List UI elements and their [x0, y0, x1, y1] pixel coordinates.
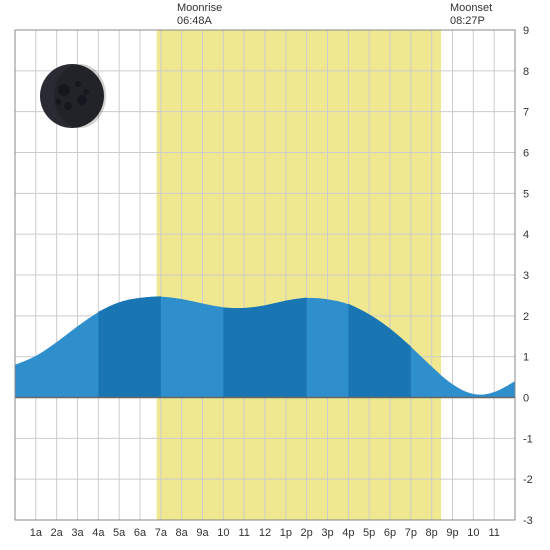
moonset-value: 08:27P: [450, 15, 492, 28]
x-tick-label: 8p: [426, 527, 438, 539]
x-tick-label: 8a: [176, 527, 189, 539]
moon-icon: [40, 64, 106, 128]
y-tick-label: 0: [523, 393, 529, 405]
tide-dark-segment: [223, 297, 306, 397]
y-tick-label: 4: [523, 229, 529, 241]
chart-svg: -3-2-101234567891a2a3a4a5a6a7a8a9a101112…: [0, 0, 550, 550]
x-tick-label: 10: [217, 527, 229, 539]
y-tick-label: 6: [523, 148, 529, 160]
x-tick-label: 5a: [113, 527, 126, 539]
x-tick-label: 1a: [30, 527, 43, 539]
moonrise-label: Moonrise: [177, 2, 222, 15]
moonrise-value: 06:48A: [177, 15, 222, 28]
tide-dark-segment: [98, 296, 160, 397]
y-tick-label: 3: [523, 270, 529, 282]
y-tick-label: 1: [523, 352, 529, 364]
x-tick-label: 4p: [342, 527, 354, 539]
x-tick-label: 6a: [134, 527, 147, 539]
x-tick-label: 11: [488, 527, 499, 539]
x-tick-label: 5p: [363, 527, 375, 539]
moonset-label: Moonset: [450, 2, 492, 15]
y-tick-label: 2: [523, 311, 529, 323]
x-tick-label: 3a: [71, 527, 84, 539]
y-tick-label: -2: [523, 474, 533, 486]
x-tick-label: 9p: [446, 527, 458, 539]
x-tick-label: 1p: [280, 527, 292, 539]
x-tick-label: 11: [238, 527, 249, 539]
y-tick-label: 9: [523, 25, 529, 37]
x-tick-label: 7p: [405, 527, 417, 539]
y-tick-label: 8: [523, 66, 529, 78]
y-tick-label: -3: [523, 515, 533, 527]
x-tick-label: 7a: [155, 527, 168, 539]
x-tick-label: 10: [467, 527, 479, 539]
x-tick-label: 2a: [51, 527, 64, 539]
x-tick-label: 9a: [196, 527, 209, 539]
y-tick-label: -1: [523, 433, 533, 445]
moonset-annotation: Moonset 08:27P: [450, 2, 492, 28]
moonrise-annotation: Moonrise 06:48A: [177, 2, 222, 28]
x-tick-label: 2p: [301, 527, 313, 539]
y-tick-label: 5: [523, 188, 529, 200]
y-tick-label: 7: [523, 107, 529, 119]
x-tick-label: 3p: [321, 527, 333, 539]
x-tick-label: 4a: [92, 527, 105, 539]
tide-chart: Moonrise 06:48A Moonset 08:27P -3-2-1012…: [0, 0, 550, 550]
x-tick-label: 12: [259, 527, 271, 539]
x-tick-label: 6p: [384, 527, 396, 539]
